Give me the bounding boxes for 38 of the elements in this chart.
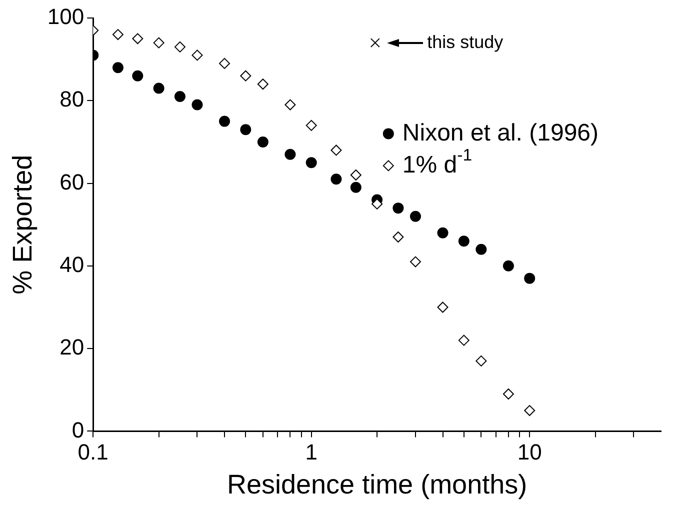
point	[240, 124, 252, 136]
point	[240, 70, 252, 82]
point	[153, 82, 164, 94]
y-tick-label: 80	[60, 86, 84, 112]
point	[350, 182, 362, 193]
y-tick-label: 20	[60, 334, 84, 360]
point	[524, 272, 536, 284]
point	[392, 202, 404, 214]
y-tick-label: 60	[60, 169, 84, 194]
point	[306, 157, 317, 168]
point	[132, 33, 144, 44]
legend-label: Nixon et al. (1996)	[402, 119, 599, 146]
point	[437, 227, 448, 238]
point	[372, 198, 383, 210]
point	[219, 58, 230, 69]
point	[392, 231, 404, 242]
point	[502, 388, 514, 400]
point	[350, 170, 362, 181]
x-tick-label: 1	[305, 439, 318, 464]
point	[306, 120, 317, 131]
point	[219, 116, 230, 127]
x-axis-title: Residence time (months)	[226, 469, 528, 500]
point	[153, 37, 164, 48]
point	[458, 334, 470, 346]
point	[284, 99, 296, 110]
point	[437, 302, 448, 313]
point	[524, 405, 536, 416]
y-axis-title: % Exported	[8, 154, 38, 294]
point	[284, 148, 296, 160]
annotation: this study	[427, 32, 504, 52]
point	[174, 41, 186, 52]
y-tick-label: 40	[60, 252, 84, 277]
point	[174, 91, 186, 102]
point	[458, 236, 470, 247]
y-tick-label: 100	[47, 4, 84, 30]
x-tick-label: 10	[517, 439, 542, 464]
point	[502, 260, 514, 272]
point	[132, 70, 144, 82]
